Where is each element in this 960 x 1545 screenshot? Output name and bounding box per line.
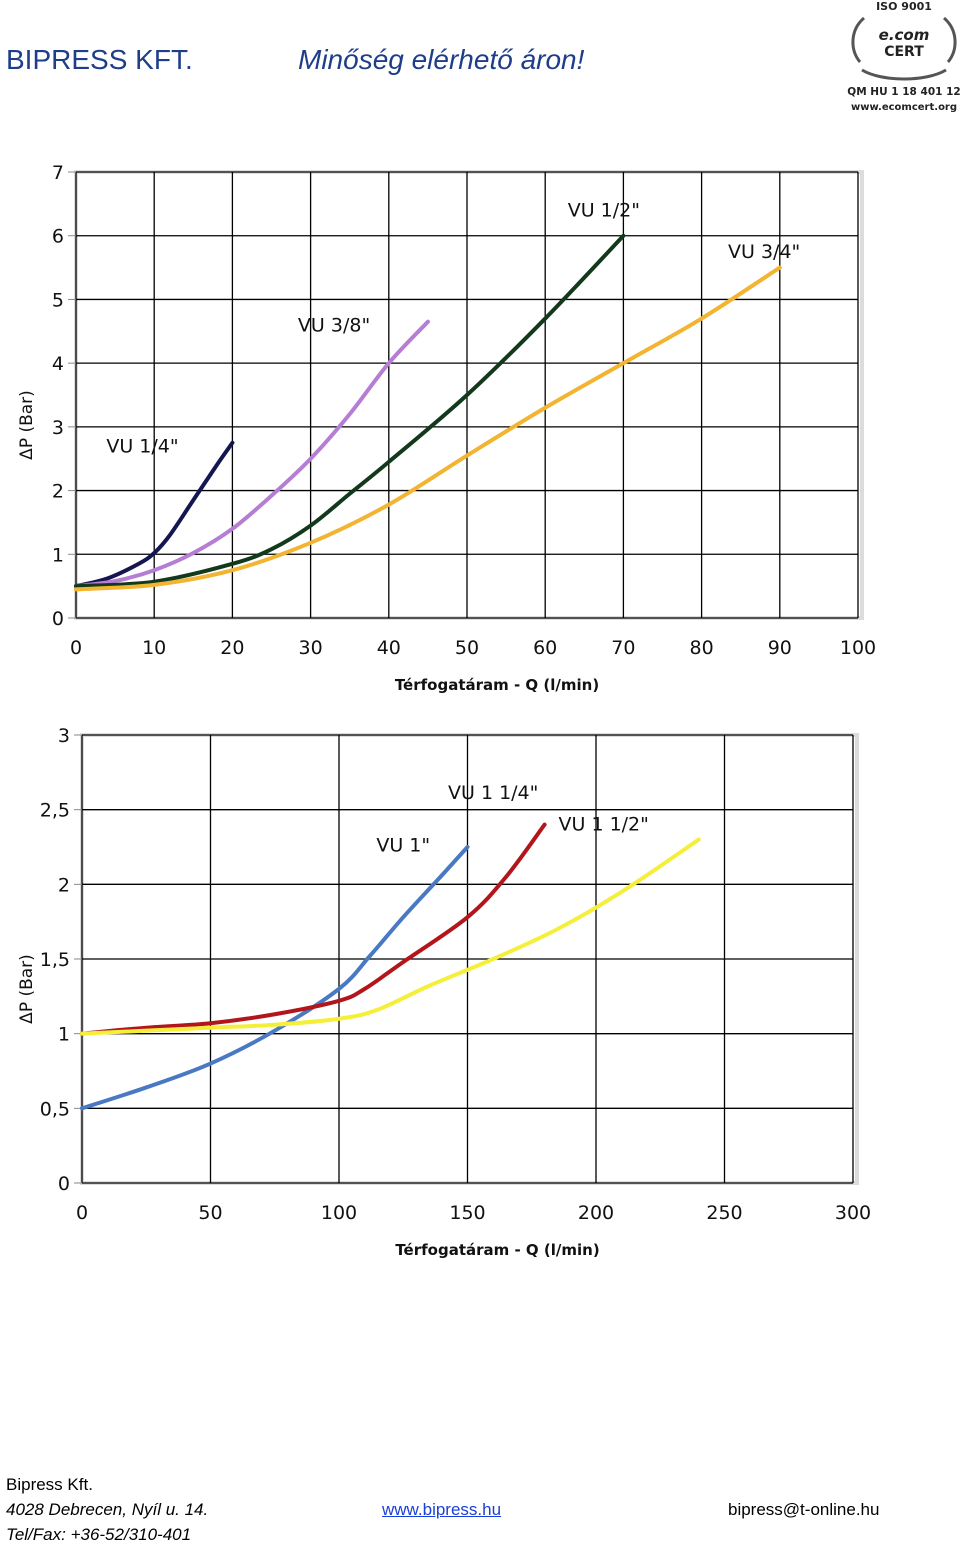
x-tick-label: 20 xyxy=(220,637,244,659)
y-tick-label: 4 xyxy=(52,353,64,375)
x-tick-label: 70 xyxy=(611,637,635,659)
pressure-drop-chart-small: 0 10 20 30 40 50 60 70 80 90 100 0 1 2 3 4 5 6 7 VU 1/4" VU … xyxy=(17,162,876,694)
series-label: VU 1/2" xyxy=(568,200,640,222)
series-label: VU 3/4" xyxy=(728,241,800,263)
x-tick-label: 100 xyxy=(321,1202,357,1224)
iso-certificate-logo: ISO 9001 e.com CERT QM HU 1 18 401 12 ww… xyxy=(847,0,960,113)
y-tick-label: 0 xyxy=(52,608,64,630)
x-tick-label: 300 xyxy=(835,1202,871,1224)
y-tick-label: 1 xyxy=(52,544,64,566)
x-tick-label: 150 xyxy=(449,1202,485,1224)
series-line xyxy=(80,845,470,1111)
x-tick-label: 250 xyxy=(706,1202,742,1224)
x-tick-label: 200 xyxy=(578,1202,614,1224)
cert-top-text: ISO 9001 xyxy=(876,0,932,13)
cert-code: QM HU 1 18 401 12 xyxy=(847,86,960,98)
y-tick-label: 2 xyxy=(52,481,64,503)
slogan: Minőség elérhető áron! xyxy=(298,44,585,75)
cert-logo-line2: CERT xyxy=(884,44,924,60)
y-tick-label: 1,5 xyxy=(40,949,70,971)
x-tick-label: 60 xyxy=(533,637,557,659)
x-tick-label: 80 xyxy=(690,637,714,659)
x-tick-label: 10 xyxy=(142,637,166,659)
y-axis-label: ΔP (Bar) xyxy=(17,954,37,1024)
y-tick-label: 1 xyxy=(58,1024,70,1046)
footer-address: 4028 Debrecen, Nyíl u. 14. xyxy=(6,1500,209,1519)
series-line xyxy=(80,822,547,1036)
x-tick-label: 90 xyxy=(768,637,792,659)
y-axis-label: ΔP (Bar) xyxy=(17,390,37,460)
footer-website-link[interactable]: www.bipress.hu xyxy=(382,1500,502,1519)
x-axis-label: Térfogatáram - Q (l/min) xyxy=(395,1241,599,1259)
company-name: BIPRESS KFT. xyxy=(6,44,193,75)
y-tick-label: 7 xyxy=(52,162,64,184)
x-tick-label: 30 xyxy=(299,637,323,659)
series-label: VU 3/8" xyxy=(298,314,370,336)
y-tick-label: 2 xyxy=(58,874,70,896)
footer-phone: Tel/Fax: +36-52/310-401 xyxy=(6,1525,192,1544)
y-tick-label: 5 xyxy=(52,289,64,311)
x-tick-label: 0 xyxy=(70,637,82,659)
x-tick-label: 100 xyxy=(840,637,876,659)
series-label: VU 1 1/4" xyxy=(448,782,538,804)
series-line xyxy=(74,233,626,589)
series-line xyxy=(80,837,701,1036)
footer-company: Bipress Kft. xyxy=(6,1475,93,1494)
x-tick-label: 50 xyxy=(198,1202,222,1224)
series-label: VU 1" xyxy=(376,834,430,856)
x-axis-label: Térfogatáram - Q (l/min) xyxy=(395,676,599,694)
x-tick-label: 0 xyxy=(76,1202,88,1224)
series-line xyxy=(74,440,235,589)
y-tick-label: 2,5 xyxy=(40,800,70,822)
x-tick-label: 50 xyxy=(455,637,479,659)
x-tick-label: 40 xyxy=(377,637,401,659)
footer-email: bipress@t-online.hu xyxy=(728,1500,880,1519)
y-tick-label: 3 xyxy=(52,417,64,439)
y-tick-label: 0,5 xyxy=(40,1098,70,1120)
cert-site: www.ecomcert.org xyxy=(851,102,957,113)
series-line xyxy=(74,319,430,589)
series-label: VU 1/4" xyxy=(106,435,178,457)
series-label: VU 1 1/2" xyxy=(559,814,649,836)
y-tick-label: 0 xyxy=(58,1173,70,1195)
cert-logo-line1: e.com xyxy=(879,26,930,44)
series-line xyxy=(74,265,782,592)
y-tick-label: 3 xyxy=(58,725,70,747)
pressure-drop-chart-large: 0 50 100 150 200 250 300 0 0,5 1 1,5 2 2,5 3 VU 1" VU 1… xyxy=(17,725,871,1259)
y-tick-label: 6 xyxy=(52,226,64,248)
